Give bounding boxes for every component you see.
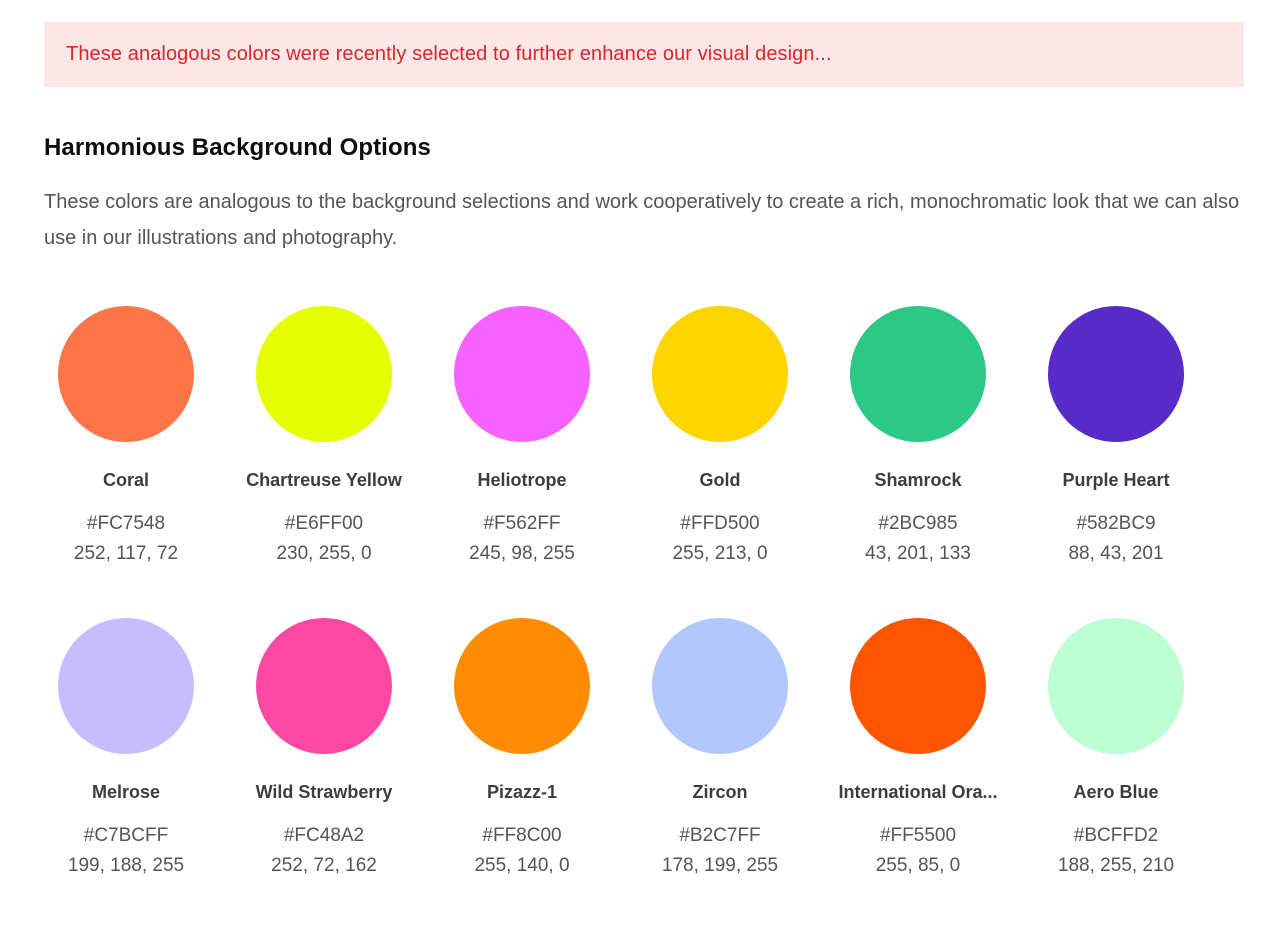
color-hex: #FC48A2 (283, 825, 365, 846)
color-swatch: Aero Blue #BCFFD2 188, 255, 210 (1017, 618, 1215, 930)
color-hex: #B2C7FF (679, 825, 761, 846)
color-swatch: Shamrock #2BC985 43, 201, 133 (819, 306, 1017, 618)
color-rgb: 252, 117, 72 (73, 543, 179, 564)
color-rgb: 188, 255, 210 (1057, 855, 1175, 876)
color-hex: #BCFFD2 (1073, 825, 1159, 846)
color-circle (850, 306, 986, 442)
color-swatch: Gold #FFD500 255, 213, 0 (621, 306, 819, 618)
notice-text: These analogous colors were recently sel… (66, 43, 832, 65)
color-rgb: 43, 201, 133 (865, 543, 971, 564)
color-circle (850, 618, 986, 754)
color-hex: #2BC985 (878, 513, 958, 534)
color-hex: #582BC9 (1076, 513, 1156, 534)
color-circle (454, 618, 590, 754)
color-swatch: International Ora... #FF5500 255, 85, 0 (819, 618, 1017, 930)
color-rgb: 88, 43, 201 (1068, 543, 1164, 564)
color-circle (1048, 306, 1184, 442)
color-circle (256, 618, 392, 754)
color-name: Purple Heart (1062, 470, 1170, 490)
color-rgb: 199, 188, 255 (67, 855, 185, 876)
color-hex: #FC7548 (86, 513, 166, 534)
color-circle (652, 618, 788, 754)
color-name: Pizazz-1 (486, 782, 558, 802)
color-hex: #FF8C00 (482, 825, 562, 846)
color-rgb: 245, 98, 255 (469, 543, 575, 564)
color-name: Chartreuse Yellow (246, 470, 402, 490)
color-swatch: Purple Heart #582BC9 88, 43, 201 (1017, 306, 1215, 618)
color-circle (652, 306, 788, 442)
color-rgb: 255, 213, 0 (672, 543, 768, 564)
color-swatch: Heliotrope #F562FF 245, 98, 255 (423, 306, 621, 618)
color-swatch-grid: Coral #FC7548 252, 117, 72 Chartreuse Ye… (27, 306, 1215, 930)
color-circle (1048, 618, 1184, 754)
color-hex: #C7BCFF (83, 825, 169, 846)
color-hex: #FF5500 (879, 825, 957, 846)
color-circle (454, 306, 590, 442)
notice-banner: These analogous colors were recently sel… (44, 22, 1244, 87)
color-circle (58, 618, 194, 754)
color-rgb: 255, 85, 0 (875, 855, 961, 876)
color-rgb: 255, 140, 0 (474, 855, 570, 876)
color-name: Coral (102, 470, 149, 490)
color-hex: #E6FF00 (284, 513, 364, 534)
color-rgb: 252, 72, 162 (271, 855, 377, 876)
color-name: Melrose (91, 782, 161, 802)
color-swatch: Pizazz-1 #FF8C00 255, 140, 0 (423, 618, 621, 930)
color-name: Shamrock (874, 470, 962, 490)
section-title: Harmonious Background Options (44, 134, 431, 161)
color-swatch: Wild Strawberry #FC48A2 252, 72, 162 (225, 618, 423, 930)
color-name: Wild Strawberry (255, 782, 393, 802)
color-swatch: Chartreuse Yellow #E6FF00 230, 255, 0 (225, 306, 423, 618)
color-name: International Ora... (838, 782, 998, 802)
color-name: Heliotrope (477, 470, 567, 490)
color-circle (256, 306, 392, 442)
color-swatch: Melrose #C7BCFF 199, 188, 255 (27, 618, 225, 930)
color-swatch: Coral #FC7548 252, 117, 72 (27, 306, 225, 618)
color-swatch: Zircon #B2C7FF 178, 199, 255 (621, 618, 819, 930)
color-circle (58, 306, 194, 442)
color-name: Aero Blue (1073, 782, 1159, 802)
color-rgb: 230, 255, 0 (276, 543, 372, 564)
color-hex: #FFD500 (680, 513, 760, 534)
color-name: Zircon (692, 782, 748, 802)
color-rgb: 178, 199, 255 (661, 855, 779, 876)
color-hex: #F562FF (483, 513, 561, 534)
color-name: Gold (699, 470, 741, 490)
section-description: These colors are analogous to the backgr… (44, 191, 1240, 249)
